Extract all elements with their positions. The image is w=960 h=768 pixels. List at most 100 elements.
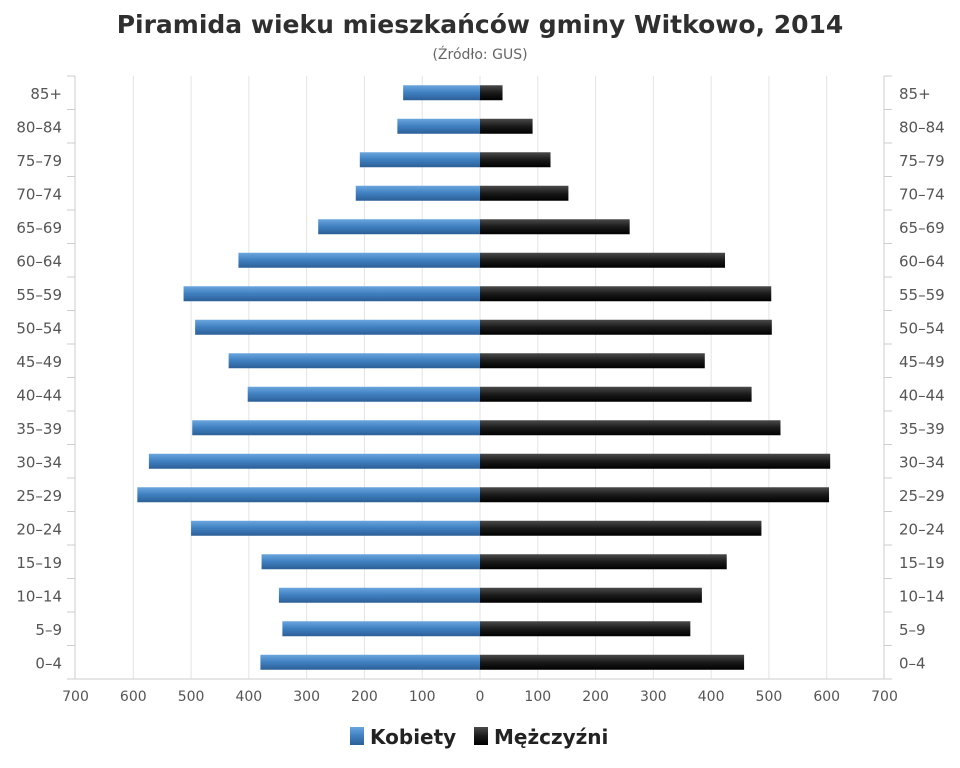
y-label-right: 20–24: [899, 520, 945, 538]
y-label-left: 5–9: [35, 621, 62, 639]
bar-mezczyzni-70–74[interactable]: [480, 185, 569, 201]
x-tick-label: 400: [698, 689, 725, 705]
chart-subtitle: (Źródło: GUS): [432, 45, 527, 63]
bar-kobiety-0–4[interactable]: [260, 654, 480, 670]
y-label-left: 75–79: [16, 152, 62, 170]
bar-mezczyzni-85+[interactable]: [480, 85, 503, 101]
x-tick-label: 500: [178, 689, 205, 705]
y-label-right: 45–49: [899, 353, 945, 371]
bar-kobiety-40–44[interactable]: [247, 386, 480, 402]
y-label-left: 60–64: [16, 252, 62, 270]
bar-mezczyzni-10–14[interactable]: [480, 587, 702, 603]
y-label-right: 5–9: [899, 621, 926, 639]
legend-swatch-kobiety[interactable]: [350, 727, 364, 745]
bar-kobiety-50–54[interactable]: [195, 319, 480, 335]
y-label-right: 35–39: [899, 420, 945, 438]
y-label-right: 75–79: [899, 152, 945, 170]
bar-kobiety-80–84[interactable]: [397, 118, 480, 134]
y-label-left: 35–39: [16, 420, 62, 438]
bar-mezczyzni-0–4[interactable]: [480, 654, 745, 670]
x-tick-label: 300: [640, 689, 667, 705]
y-label-right: 55–59: [899, 286, 945, 304]
y-label-left: 0–4: [35, 654, 62, 672]
y-label-right: 85+: [899, 85, 931, 103]
bar-mezczyzni-35–39[interactable]: [480, 420, 781, 436]
x-tick-label: 600: [813, 689, 840, 705]
y-label-left: 40–44: [16, 386, 62, 404]
bar-mezczyzni-25–29[interactable]: [480, 487, 830, 503]
y-label-right: 25–29: [899, 487, 945, 505]
y-label-right: 15–19: [899, 554, 945, 572]
bar-kobiety-25–29[interactable]: [137, 487, 480, 503]
y-label-left: 70–74: [16, 185, 62, 203]
y-label-left: 20–24: [16, 520, 62, 538]
legend: Kobiety Mężczyźni: [350, 725, 608, 749]
y-label-left: 10–14: [16, 587, 62, 605]
chart-title: Piramida wieku mieszkańców gminy Witkowo…: [117, 10, 844, 39]
bar-mezczyzni-15–19[interactable]: [480, 554, 727, 570]
bar-kobiety-55–59[interactable]: [183, 286, 481, 302]
y-label-right: 50–54: [899, 319, 945, 337]
bar-kobiety-15–19[interactable]: [261, 554, 480, 570]
x-tick-label: 700: [62, 689, 89, 705]
bar-kobiety-30–34[interactable]: [148, 453, 480, 469]
y-label-right: 10–14: [899, 587, 945, 605]
y-axis-right-labels: 0–4 5–9 10–14 15–19 20–24 25–29 30–34 35–39 40–4…: [899, 85, 945, 673]
bar-mezczyzni-50–54[interactable]: [480, 319, 772, 335]
bar-kobiety-65–69[interactable]: [318, 219, 480, 235]
bar-mezczyzni-45–49[interactable]: [480, 353, 705, 369]
x-tick-label: 500: [756, 689, 783, 705]
bar-kobiety-5–9[interactable]: [282, 621, 480, 637]
x-tick-label: 400: [235, 689, 262, 705]
x-tick-label: 0: [476, 689, 485, 705]
x-tick-label: 300: [293, 689, 320, 705]
x-tick-label: 100: [409, 689, 436, 705]
bar-kobiety-85+[interactable]: [403, 85, 480, 101]
x-tick-label: 200: [351, 689, 378, 705]
legend-label-mezczyzni[interactable]: Mężczyźni: [494, 725, 608, 749]
x-axis-labels: 700 600 500 400 300 200 100 0 100 200 300 400 500 600…: [62, 689, 898, 705]
bars-group: [137, 85, 831, 670]
y-label-right: 60–64: [899, 252, 945, 270]
y-label-left: 85+: [30, 85, 62, 103]
y-label-right: 40–44: [899, 386, 945, 404]
legend-swatch-mezczyzni[interactable]: [474, 727, 488, 745]
y-label-left: 80–84: [16, 118, 62, 136]
bar-kobiety-70–74[interactable]: [355, 185, 480, 201]
y-axis-left-labels: 0–4 5–9 10–14 15–19 20–24 25–29 30–34 35–39 40–4…: [16, 85, 62, 673]
grid-lines: [132, 76, 828, 679]
bar-mezczyzni-75–79[interactable]: [480, 152, 551, 168]
bar-mezczyzni-30–34[interactable]: [480, 453, 831, 469]
bar-kobiety-35–39[interactable]: [192, 420, 480, 436]
y-label-right: 80–84: [899, 118, 945, 136]
bar-mezczyzni-5–9[interactable]: [480, 621, 691, 637]
y-label-left: 25–29: [16, 487, 62, 505]
y-label-right: 30–34: [899, 453, 945, 471]
y-label-right: 0–4: [899, 654, 926, 672]
bar-kobiety-60–64[interactable]: [238, 252, 480, 268]
y-label-left: 55–59: [16, 286, 62, 304]
x-tick-label: 200: [582, 689, 609, 705]
legend-label-kobiety[interactable]: Kobiety: [370, 725, 456, 749]
bar-mezczyzni-60–64[interactable]: [480, 252, 726, 268]
y-label-right: 65–69: [899, 219, 945, 237]
bar-mezczyzni-65–69[interactable]: [480, 219, 630, 235]
bar-kobiety-10–14[interactable]: [278, 587, 480, 603]
bar-kobiety-20–24[interactable]: [191, 520, 481, 536]
y-label-left: 30–34: [16, 453, 62, 471]
bar-kobiety-75–79[interactable]: [359, 152, 480, 168]
y-label-right: 70–74: [899, 185, 945, 203]
bar-mezczyzni-80–84[interactable]: [480, 118, 533, 134]
bar-mezczyzni-20–24[interactable]: [480, 520, 762, 536]
y-label-left: 65–69: [16, 219, 62, 237]
y-label-left: 45–49: [16, 353, 62, 371]
axes-group: [67, 75, 892, 680]
bar-mezczyzni-40–44[interactable]: [480, 386, 752, 402]
bar-kobiety-45–49[interactable]: [228, 353, 480, 369]
x-tick-label: 100: [524, 689, 551, 705]
x-tick-label: 600: [120, 689, 147, 705]
bar-mezczyzni-55–59[interactable]: [480, 286, 772, 302]
x-tick-label: 700: [871, 689, 898, 705]
y-label-left: 50–54: [16, 319, 62, 337]
